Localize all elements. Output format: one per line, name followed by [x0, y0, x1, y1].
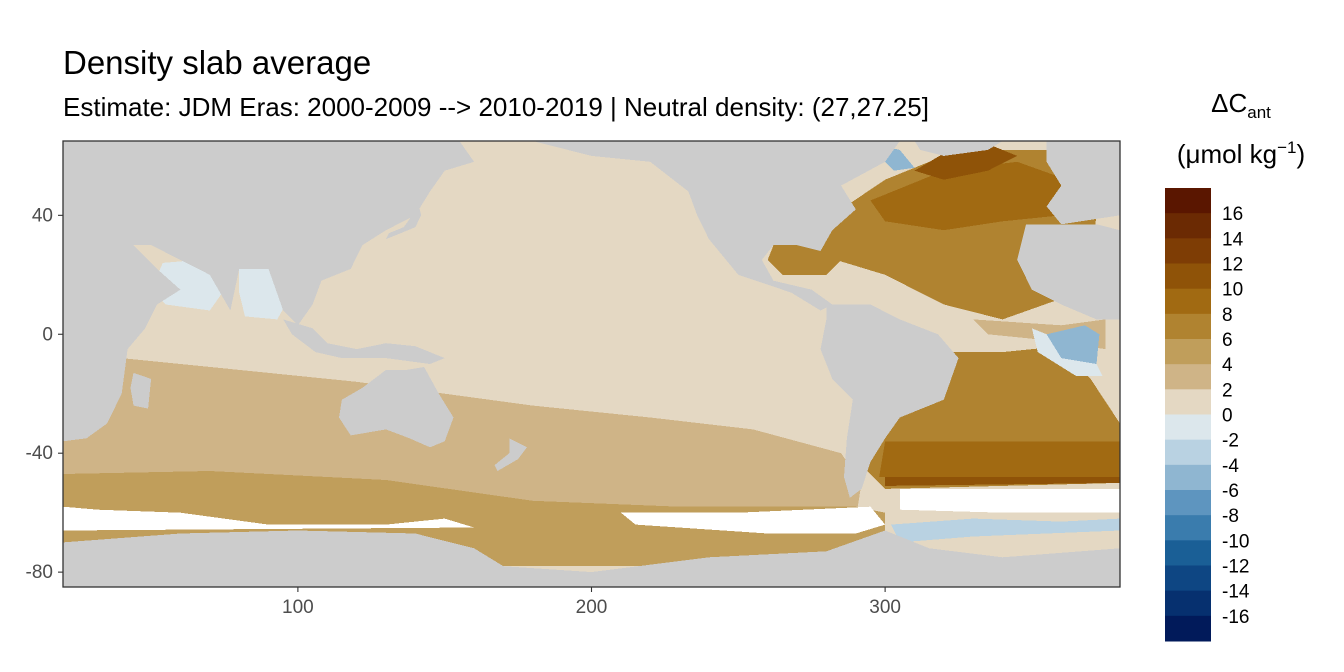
legend-label: 4 [1222, 355, 1233, 376]
legend-subscript: ant [1247, 103, 1271, 122]
legend-colorbar: 16 14 12 10 8 6 4 2 0 -2 -4 -6 -8 -10 -12 -14 -16 [1165, 188, 1250, 642]
y-tick-label: -40 [26, 443, 53, 464]
legend-symbol: ΔC [1211, 88, 1248, 118]
land-greenland [914, 141, 1003, 156]
no-data-band [63, 506, 475, 531]
labrador-sea [914, 144, 1018, 180]
south-atlantic-mid [879, 441, 1120, 477]
legend-label: 14 [1222, 229, 1244, 250]
land-south-america [820, 304, 959, 498]
map-layer [63, 141, 1120, 587]
land-antarctica [63, 530, 1120, 587]
legend-swatch [1165, 590, 1211, 617]
legend-swatch [1165, 389, 1211, 415]
y-tick-label: 0 [42, 324, 53, 345]
x-tick-label: 300 [869, 597, 901, 618]
north-atlantic-core [870, 161, 1068, 231]
y-axis: 40 0 -40 -80 [26, 205, 63, 583]
y-tick-label: -80 [26, 562, 53, 583]
legend-label: -6 [1222, 481, 1239, 502]
legend-label: 16 [1222, 204, 1243, 225]
legend-label: -14 [1222, 582, 1250, 603]
legend-unit-suffix: ) [1296, 139, 1306, 169]
legend-swatch [1165, 464, 1211, 491]
legend-label: 0 [1222, 406, 1233, 427]
legend-label: -8 [1222, 506, 1239, 527]
legend-swatch [1165, 439, 1211, 466]
legend-swatch [1165, 188, 1211, 214]
east-atlantic-blue [1046, 325, 1100, 364]
legend-label: 10 [1222, 280, 1243, 301]
no-data-band [899, 488, 1120, 513]
legend-label: -16 [1222, 607, 1249, 628]
legend-swatch [1165, 313, 1211, 340]
legend-label: -10 [1222, 531, 1249, 552]
land-maritime-asia [283, 319, 445, 364]
no-data-band [620, 506, 886, 534]
legend-title: ΔCant [1160, 88, 1322, 123]
legend-label: 12 [1222, 255, 1243, 276]
chart-subtitle: Estimate: JDM Eras: 2000-2009 --> 2010-2… [63, 92, 929, 122]
land-australia [339, 367, 454, 448]
legend-label: -4 [1222, 456, 1239, 477]
legend-unit-prefix: (μmol kg [1176, 139, 1278, 169]
east-atlantic-blue-edge [1031, 328, 1103, 376]
land-eurasia [63, 141, 475, 326]
legend-label: 8 [1222, 305, 1233, 326]
legend-swatch [1165, 213, 1211, 239]
legend-swatch [1165, 339, 1211, 365]
legend-label: -12 [1222, 557, 1249, 578]
legend-swatch [1165, 414, 1211, 441]
south-atlantic-deep [885, 477, 1120, 486]
chart-title: Density slab average [63, 44, 372, 81]
legend-swatch [1165, 263, 1211, 290]
land-africa-east [1017, 224, 1120, 320]
legend-swatch [1165, 565, 1211, 592]
legend-swatch [1165, 540, 1211, 566]
land-madagascar [130, 372, 152, 409]
legend-unit-superscript: −1 [1277, 138, 1297, 157]
weddell-edge [891, 518, 1120, 543]
land-new-zealand [494, 438, 527, 471]
legend-swatch [1165, 615, 1211, 642]
legend-swatch [1165, 490, 1211, 516]
legend-swatch [1165, 515, 1211, 541]
legend-unit: (μmol kg−1) [1160, 138, 1322, 170]
x-tick-label: 100 [282, 597, 314, 618]
legend-swatch [1165, 364, 1211, 390]
land-north-america [532, 141, 900, 311]
legend-label: 2 [1222, 380, 1233, 401]
x-tick-label: 200 [576, 597, 608, 618]
x-axis: 100 200 300 [282, 587, 901, 618]
legend-label: -2 [1222, 431, 1239, 452]
legend-swatch [1165, 238, 1211, 264]
legend-swatch [1165, 288, 1211, 315]
y-tick-label: 40 [32, 205, 53, 226]
gulf-of-mexico [767, 245, 842, 275]
land-europe [1046, 141, 1120, 225]
land-japan [386, 203, 422, 240]
land-africa [63, 224, 181, 442]
legend-label: 6 [1222, 330, 1233, 351]
